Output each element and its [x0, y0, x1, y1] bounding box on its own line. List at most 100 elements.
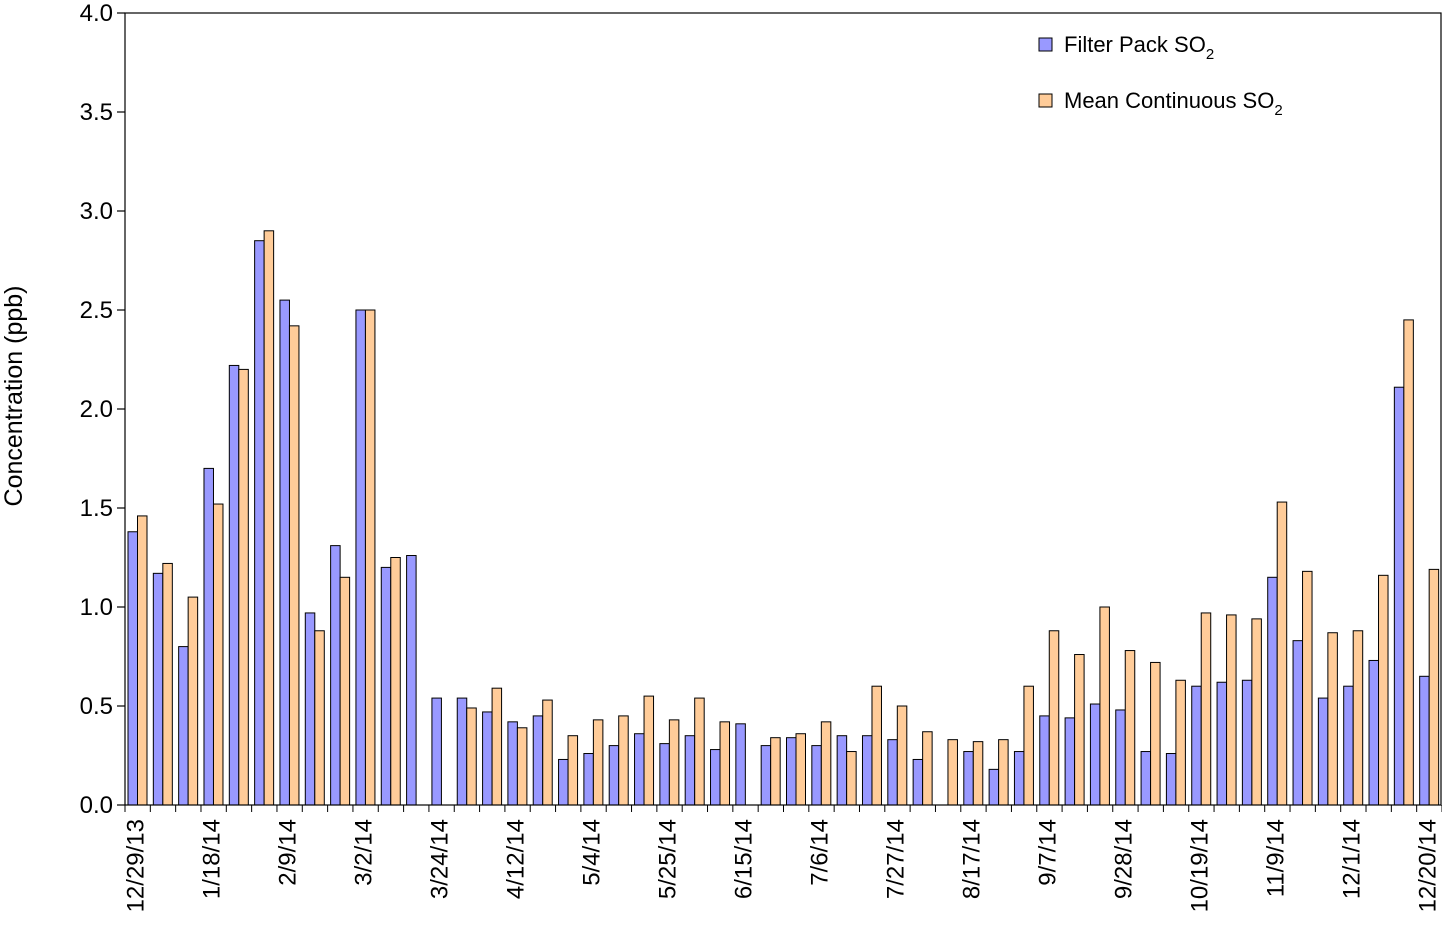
bar-filter-pack-38 [1089, 703, 1101, 806]
bar-filter-pack-50 [1393, 386, 1405, 806]
bar-filter-pack-9 [355, 309, 366, 806]
bar-continuous-39 [1124, 650, 1136, 806]
y-axis-title: Concentration (ppb) [0, 286, 28, 507]
bar-continuous-8 [339, 576, 351, 806]
bar-filter-pack-26 [786, 737, 797, 806]
y-tick-label: 0.5 [80, 693, 113, 720]
x-tick-label: 8/17/14 [958, 819, 985, 899]
bar-filter-pack-5 [254, 240, 265, 806]
bar-filter-pack-27 [811, 745, 822, 806]
bar-continuous-21 [668, 719, 680, 806]
bar-filter-pack-21 [659, 743, 670, 806]
legend: Filter Pack SO2 Mean Continuous SO2 [1038, 32, 1283, 119]
bar-continuous-33 [972, 741, 984, 806]
bar-continuous-1 [162, 562, 173, 806]
bar-filter-pack-30 [887, 739, 898, 806]
bar-continuous-42 [1200, 612, 1212, 806]
bar-filter-pack-49 [1368, 659, 1380, 806]
y-tick-label: 0.0 [80, 792, 113, 819]
bar-filter-pack-51 [1419, 675, 1430, 806]
bar-filter-pack-35 [1013, 751, 1025, 806]
bar-continuous-29 [871, 685, 882, 806]
bar-continuous-13 [466, 707, 477, 806]
y-tick-label: 3.5 [80, 99, 113, 126]
x-tick-label: 9/7/14 [1034, 819, 1061, 886]
bar-continuous-38 [1099, 606, 1110, 806]
y-tick-label: 1.5 [80, 495, 113, 522]
bar-continuous-45 [1276, 501, 1288, 806]
y-tick-label: 2.5 [80, 297, 113, 324]
bar-filter-pack-43 [1216, 681, 1228, 806]
x-tick-label: 12/20/14 [1414, 819, 1441, 912]
bar-continuous-20 [643, 695, 655, 806]
x-tick-label: 6/15/14 [731, 819, 758, 899]
bar-continuous-48 [1352, 630, 1364, 806]
bar-filter-pack-2 [178, 646, 189, 806]
bar-continuous-32 [947, 739, 958, 806]
legend-label-filter-pack: Filter Pack SO2 [1064, 32, 1214, 63]
bar-continuous-30 [896, 705, 908, 806]
bar-filter-pack-4 [228, 364, 240, 806]
bar-continuous-14 [491, 687, 503, 806]
bar-filter-pack-39 [1115, 709, 1126, 806]
bar-continuous-25 [770, 737, 781, 806]
bar-filter-pack-40 [1140, 751, 1152, 806]
x-tick-label: 5/4/14 [579, 819, 606, 886]
bar-continuous-3 [212, 503, 224, 806]
x-tick-labels: 12/29/13 1/18/14 2/9/14 3/2/14 3/24/14 4/12/1… [123, 819, 1442, 912]
bar-continuous-23 [719, 721, 731, 806]
bar-filter-pack-20 [634, 733, 645, 806]
x-tick-label: 11/9/14 [1262, 819, 1289, 897]
y-tick-labels: 0.0 0.5 1.0 1.5 2.0 2.5 3.0 3.5 4.0 [80, 0, 113, 819]
bar-continuous-47 [1327, 632, 1338, 806]
bar-continuous-27 [820, 721, 832, 806]
bar-continuous-34 [998, 739, 1009, 806]
bar-continuous-9 [364, 309, 376, 806]
bar-filter-pack-0 [127, 531, 138, 806]
bar-continuous-28 [846, 751, 857, 806]
legend-label-continuous: Mean Continuous SO2 [1064, 88, 1283, 119]
bar-continuous-35 [1023, 685, 1034, 806]
bar-group [127, 230, 1440, 806]
bar-continuous-15 [516, 727, 528, 806]
x-tick-label: 4/12/14 [503, 819, 530, 899]
x-tick-label: 7/27/14 [882, 819, 909, 899]
x-tick-label: 12/1/14 [1338, 819, 1365, 899]
legend-swatch-filter-pack [1038, 37, 1053, 52]
bar-filter-pack-19 [608, 745, 620, 806]
bar-filter-pack-7 [304, 612, 316, 806]
bar-filter-pack-13 [456, 697, 468, 806]
bar-filter-pack-10 [380, 566, 392, 806]
bar-continuous-31 [922, 731, 933, 806]
bar-filter-pack-29 [861, 735, 873, 806]
bar-filter-pack-17 [558, 758, 569, 806]
bar-filter-pack-12 [431, 697, 442, 806]
y-tick-label: 4.0 [80, 0, 113, 27]
bar-filter-pack-23 [710, 749, 721, 806]
bar-continuous-7 [314, 630, 325, 806]
bar-continuous-5 [263, 230, 275, 806]
bar-filter-pack-8 [330, 545, 341, 806]
bar-filter-pack-28 [836, 735, 848, 806]
bar-continuous-37 [1074, 654, 1085, 806]
x-tick-label: 10/19/14 [1186, 819, 1213, 912]
bar-continuous-19 [618, 715, 629, 806]
bar-continuous-4 [238, 368, 249, 806]
bar-filter-pack-33 [963, 751, 974, 806]
bar-continuous-51 [1428, 568, 1440, 806]
x-tick-label: 2/9/14 [275, 819, 302, 886]
bar-filter-pack-22 [684, 735, 696, 806]
bar-continuous-10 [390, 557, 401, 806]
bar-filter-pack-48 [1343, 685, 1354, 806]
bar-filter-pack-25 [760, 745, 772, 806]
bar-filter-pack-34 [988, 768, 1000, 806]
bar-continuous-0 [137, 515, 148, 806]
bar-filter-pack-31 [912, 758, 924, 806]
x-tick-label: 9/28/14 [1110, 819, 1137, 899]
bar-continuous-49 [1378, 574, 1389, 806]
x-tick-label: 3/2/14 [351, 819, 378, 886]
bar-continuous-16 [542, 699, 553, 806]
bar-filter-pack-16 [532, 715, 544, 806]
x-tick-label: 3/24/14 [427, 819, 454, 899]
bar-filter-pack-3 [203, 467, 214, 806]
